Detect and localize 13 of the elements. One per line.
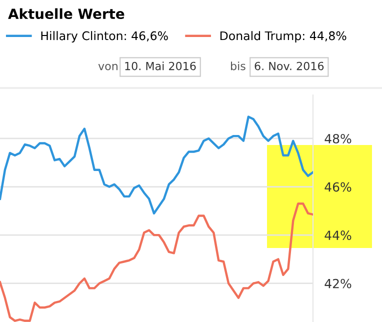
legend-label: Donald Trump: 44,8%: [220, 31, 346, 43]
legend-label: Hillary Clinton: 46,6%: [41, 31, 168, 43]
y-tick-label: 46%: [324, 182, 352, 192]
line-series: [0, 116, 313, 214]
text: von: [98, 64, 118, 70]
chart-title: Aktuelle Werte: [8, 8, 124, 20]
text: bis: [231, 62, 246, 70]
text: 10. Mai 2016: [125, 62, 196, 70]
y-tick-label: 44%: [324, 230, 352, 240]
y-tick-label: 42%: [324, 278, 352, 288]
y-tick-label: 48%: [324, 134, 352, 144]
text: 6. Nov. 2016: [254, 62, 324, 70]
line-series: [0, 202, 313, 322]
